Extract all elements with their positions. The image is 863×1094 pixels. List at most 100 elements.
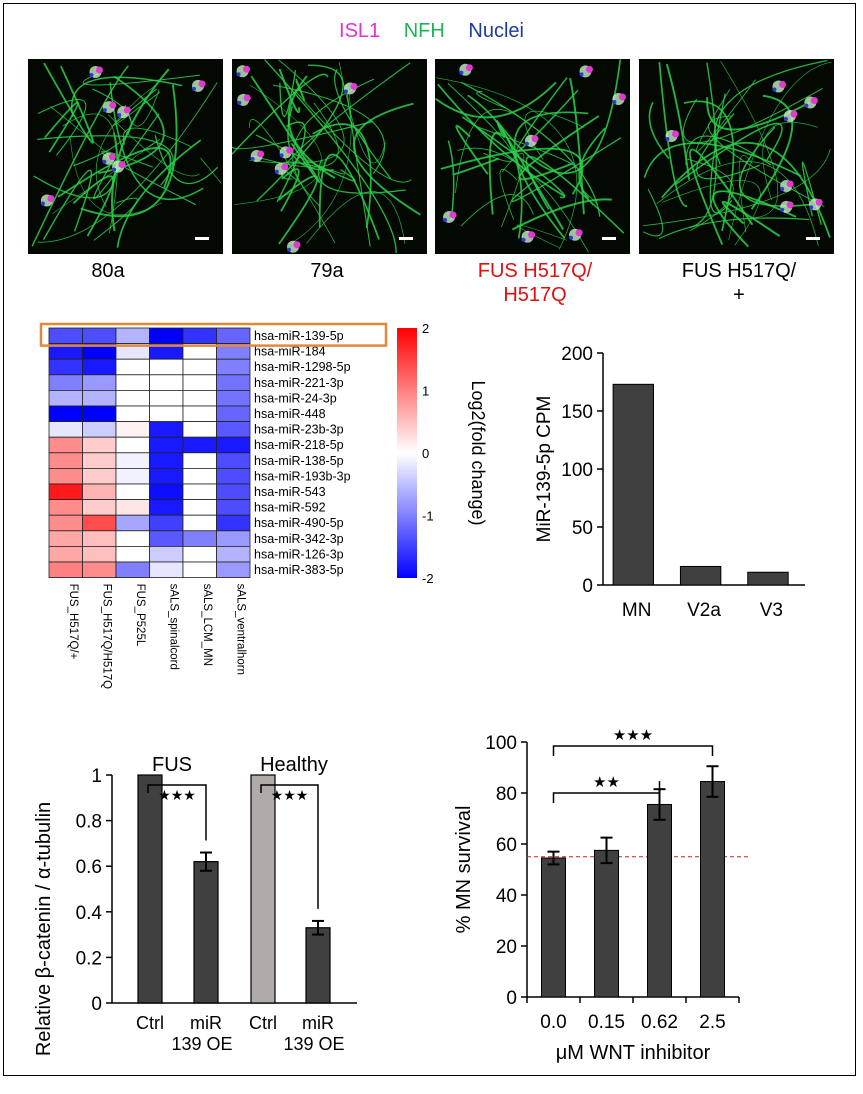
nucleus-dot (102, 108, 107, 113)
colorbar-tick: -1 (422, 509, 434, 524)
isl1-nucleus (350, 82, 358, 90)
nucleus-dot (665, 137, 670, 142)
nucleus-dot (524, 141, 529, 146)
neurite-fiber (264, 59, 397, 254)
neurite-fiber (72, 175, 114, 237)
bar (193, 861, 219, 1004)
heatmap-column-label: FUS_H517Q/H517Q (100, 584, 112, 690)
heatmap-cell (216, 390, 251, 407)
bar (250, 774, 276, 1004)
heatmap-colorbar: 2 1 0 -1 -2 Log2(fold change) (397, 321, 488, 586)
neurite-fiber (713, 59, 828, 165)
heatmap-cell (216, 452, 251, 469)
micrograph-79a (232, 59, 427, 254)
neurite-fiber (200, 157, 222, 184)
neurite-fiber (515, 77, 579, 152)
nucleus-dot (40, 201, 45, 206)
bar (541, 857, 566, 998)
neurite-fiber (642, 188, 664, 237)
neurite-fiber (112, 88, 161, 127)
y-tick-label: 0.6 (76, 857, 102, 878)
y-tick-label: 100 (485, 733, 517, 754)
neurite-fiber (109, 82, 204, 200)
heatmap-cell (149, 421, 184, 438)
neurite-fiber (511, 137, 622, 203)
heatmap-cell (149, 545, 184, 563)
y-axis-label: % MN survival (453, 806, 475, 934)
neurite-fiber (338, 62, 386, 164)
isl1-nucleus (108, 153, 116, 161)
neurite-fiber (80, 84, 178, 218)
neurite-fiber (93, 197, 138, 241)
nucleus-dot (192, 86, 197, 91)
heatmap-cell (182, 421, 217, 438)
heatmap-cell (149, 467, 184, 485)
x-tick-label: Ctrl (249, 1013, 277, 1033)
legend-isl1: ISL1 (339, 20, 381, 42)
neurite-fiber (312, 123, 372, 229)
micrograph-label-fus-homozygous: FUS H517Q/ H517Q (477, 260, 593, 306)
isl1-nucleus (528, 231, 536, 239)
neurite-fiber (457, 147, 589, 253)
colorbar-tick: 1 (422, 384, 429, 399)
neurite-fiber (750, 94, 794, 210)
heatmap-cell (216, 499, 251, 516)
neurite-fiber (57, 147, 172, 198)
neurite-fiber (31, 65, 129, 247)
neurite-fiber (33, 132, 118, 199)
nucleus-dot (237, 100, 242, 105)
heatmap-cell (182, 327, 217, 345)
x-tick-label: 0.15 (588, 1012, 625, 1033)
heatmap-cell (216, 374, 251, 391)
heatmap-cell (149, 374, 184, 391)
neurite-fiber (93, 113, 160, 200)
heatmap-column-label: sALS_spinalcord (167, 584, 179, 670)
heatmap-cell (48, 452, 83, 469)
colorbar-tick: 2 (422, 321, 429, 336)
heatmap-cell (216, 327, 251, 345)
neurite-fiber (476, 90, 506, 109)
neurite-fiber (318, 153, 380, 240)
neurite-fiber (435, 81, 557, 119)
x-tick-label: Ctrl (136, 1013, 164, 1033)
neurite-fiber (658, 217, 810, 240)
neurite-fiber (52, 139, 160, 214)
heatmap-cell (216, 545, 251, 563)
bar (747, 571, 789, 586)
neurite-fiber (334, 68, 392, 180)
heatmap-cell (82, 358, 117, 376)
neurite-fiber (295, 78, 306, 101)
neurite-fiber (689, 62, 717, 229)
heatmap-cell (115, 514, 150, 532)
heatmap-cell (82, 327, 117, 345)
neurite-fiber (42, 169, 92, 240)
colorbar-tick: -2 (422, 571, 434, 586)
y-tick-label: 200 (561, 344, 593, 365)
neurite-fiber (516, 224, 568, 248)
heatmap-row-label: hsa-miR-1298-5p (254, 360, 351, 374)
cpm-bar-chart: 0 50 100 150 200 MN V2a V3 MiR-139-5p CPM (534, 344, 805, 621)
neurite-fiber (306, 191, 406, 244)
heatmap-cell (48, 467, 83, 485)
neurite-fiber (661, 141, 831, 238)
nucleus-dot (443, 217, 448, 222)
colorbar-label: Log2(fold change) (468, 380, 488, 525)
neurite-fiber (232, 73, 329, 155)
neurite-fiber (524, 110, 585, 160)
y-tick-label: 60 (496, 835, 517, 856)
y-tick-label: 40 (496, 886, 517, 907)
heatmap-cell (216, 467, 251, 485)
y-tick-label: 0 (582, 576, 593, 597)
isl1-nucleus (243, 65, 251, 73)
neurite-fiber (276, 121, 306, 203)
significance-bracket (260, 784, 319, 909)
heatmap-cell (182, 452, 217, 469)
significance-stars: ★★★ (158, 787, 196, 803)
heatmap-cell (149, 561, 184, 579)
micrograph-80a (28, 59, 223, 254)
significance-stars: ★★★ (613, 727, 653, 744)
x-tick-label: miR (302, 1013, 334, 1033)
bar (594, 849, 619, 998)
heatmap-cell (48, 405, 83, 423)
